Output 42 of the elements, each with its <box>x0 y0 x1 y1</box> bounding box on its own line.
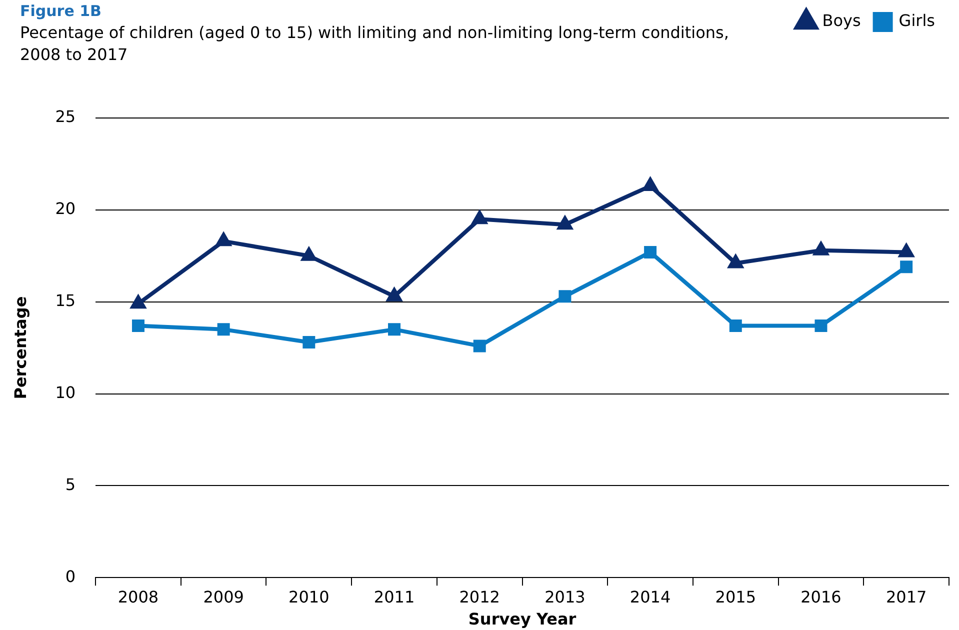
point <box>387 288 402 302</box>
point <box>132 319 144 332</box>
x-tick-label: 2013 <box>544 587 586 606</box>
x-tick-label: 2012 <box>459 587 500 606</box>
x-tick-label: 2014 <box>630 587 671 606</box>
chart-title: Figure 1B <box>20 2 102 20</box>
point <box>644 246 657 258</box>
y-tick-label: 25 <box>55 107 76 126</box>
x-axis-title: Survey Year <box>468 610 576 629</box>
x-tick-label: 2009 <box>203 587 244 606</box>
y-axis-title: Percentage <box>10 296 30 400</box>
point <box>473 340 486 352</box>
y-tick-label: 10 <box>55 382 76 402</box>
point <box>216 233 231 246</box>
point <box>558 290 572 303</box>
point <box>302 248 316 261</box>
point <box>728 255 743 268</box>
legend-label: Girls <box>898 11 935 30</box>
y-tick-label: 5 <box>65 474 76 494</box>
point <box>558 216 572 230</box>
x-tick-label: 2011 <box>374 587 415 606</box>
y-tick-label: 15 <box>55 290 76 310</box>
point <box>643 178 658 192</box>
x-tick-label: 2017 <box>886 587 927 606</box>
point <box>472 211 487 224</box>
chart-subtitle: Pecentage of children (aged 0 to 15) with limiting and non-limiting long-term conditions, 2008 to 2017 <box>20 22 730 66</box>
point <box>814 242 828 256</box>
y-tick-label: 20 <box>55 199 76 218</box>
x-tick-label: 2015 <box>715 587 756 606</box>
point <box>217 323 230 336</box>
point <box>899 244 914 258</box>
point <box>900 260 913 274</box>
x-tick-label: 2016 <box>800 587 842 606</box>
point <box>814 319 828 332</box>
legend-label: Boys <box>822 11 861 30</box>
point <box>729 319 742 332</box>
point <box>131 296 146 309</box>
x-tick-label: 2008 <box>118 587 159 606</box>
point <box>302 336 316 349</box>
point <box>388 323 401 336</box>
x-tick-label: 2010 <box>288 587 330 606</box>
y-tick-label: 0 <box>65 566 76 586</box>
